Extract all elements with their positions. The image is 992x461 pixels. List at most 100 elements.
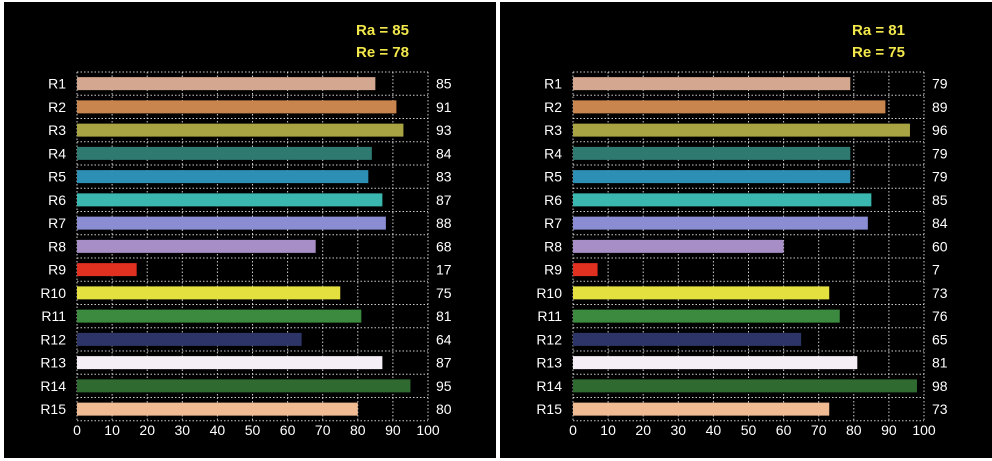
value-label: 17 — [436, 262, 452, 278]
bar-r12 — [77, 332, 302, 346]
bar-r15 — [77, 402, 358, 416]
bar-r4 — [573, 146, 851, 160]
value-label: 87 — [436, 355, 452, 371]
bar-r9 — [77, 263, 137, 277]
value-label: 85 — [436, 76, 452, 92]
value-label: 96 — [932, 122, 948, 138]
value-label: 87 — [436, 192, 452, 208]
bar-r3 — [77, 123, 404, 137]
category-label: R3 — [48, 122, 66, 138]
category-label: R7 — [48, 215, 66, 231]
ra-label: Ra = 85 — [356, 22, 409, 39]
category-label: R3 — [544, 122, 562, 138]
value-label: 83 — [436, 169, 452, 185]
bar-r11 — [573, 309, 840, 323]
category-label: R4 — [48, 145, 66, 161]
x-tick-label: 20 — [635, 422, 651, 438]
value-label: 79 — [932, 169, 948, 185]
bar-r8 — [77, 239, 316, 253]
value-label: 75 — [436, 285, 452, 301]
chart-panel-left: Ra = 85 Re = 78 R1 85 R2 91 R3 93 R4 84 R5 83 R6 87… — [4, 2, 496, 458]
category-label: R13 — [40, 355, 66, 371]
bar-r9 — [573, 263, 598, 277]
category-label: R5 — [48, 169, 66, 185]
category-label: R14 — [536, 378, 562, 394]
bar-r14 — [573, 379, 917, 393]
x-tick-label: 70 — [315, 422, 331, 438]
value-label: 60 — [932, 238, 948, 254]
x-tick-label: 0 — [73, 422, 81, 438]
bar-r2 — [573, 100, 886, 114]
category-label: R11 — [537, 308, 562, 324]
x-tick-label: 80 — [350, 422, 366, 438]
category-label: R13 — [536, 355, 562, 371]
category-label: R6 — [544, 192, 562, 208]
bar-r11 — [77, 309, 362, 323]
bar-r1 — [573, 77, 851, 91]
value-label: 73 — [932, 285, 948, 301]
value-label: 68 — [436, 238, 452, 254]
x-tick-label: 10 — [104, 422, 120, 438]
category-label: R9 — [48, 262, 66, 278]
ra-label: Ra = 81 — [852, 22, 905, 39]
bar-r15 — [573, 402, 830, 416]
bar-r8 — [573, 239, 784, 253]
value-label: 95 — [436, 378, 452, 394]
x-tick-label: 60 — [776, 422, 792, 438]
value-label: 98 — [932, 378, 948, 394]
bar-r6 — [77, 193, 383, 207]
category-label: R12 — [536, 331, 562, 347]
x-tick-label: 30 — [175, 422, 191, 438]
category-label: R8 — [544, 238, 562, 254]
category-label: R4 — [544, 145, 562, 161]
value-label: 93 — [436, 122, 452, 138]
value-label: 84 — [436, 145, 452, 161]
value-label: 85 — [932, 192, 948, 208]
value-label: 65 — [932, 331, 948, 347]
value-label: 80 — [436, 401, 452, 417]
x-tick-label: 20 — [139, 422, 155, 438]
x-tick-label: 50 — [741, 422, 757, 438]
x-tick-label: 50 — [245, 422, 261, 438]
category-label: R15 — [40, 401, 66, 417]
bar-r2 — [77, 100, 397, 114]
x-tick-label: 100 — [912, 422, 936, 438]
value-label: 91 — [436, 99, 452, 115]
x-tick-label: 90 — [385, 422, 401, 438]
bar-r3 — [573, 123, 910, 137]
chart-panel-right: Ra = 81 Re = 75 R1 79 R2 89 R3 96 R4 79 R5 79 R6 85… — [500, 2, 992, 458]
x-tick-label: 40 — [210, 422, 226, 438]
bar-r10 — [77, 286, 341, 300]
x-tick-label: 10 — [600, 422, 616, 438]
value-label: 79 — [932, 145, 948, 161]
bar-r4 — [77, 146, 372, 160]
x-tick-label: 90 — [881, 422, 897, 438]
bar-r5 — [573, 170, 851, 184]
bar-chart-left: R1 85 R2 91 R3 93 R4 84 R5 83 R6 87 R7 88 R8 68 R9 17 R10 7… — [40, 71, 452, 438]
bar-r6 — [573, 193, 872, 207]
x-tick-label: 60 — [280, 422, 296, 438]
bar-r13 — [573, 356, 858, 370]
value-label: 76 — [932, 308, 948, 324]
category-label: R1 — [544, 76, 562, 92]
x-tick-label: 30 — [671, 422, 687, 438]
category-label: R9 — [544, 262, 562, 278]
category-label: R11 — [41, 308, 66, 324]
value-label: 81 — [436, 308, 452, 324]
category-label: R8 — [48, 238, 66, 254]
bar-chart-right: R1 79 R2 89 R3 96 R4 79 R5 79 R6 85 R7 84 R8 60 R9 7 R10 73… — [536, 71, 948, 438]
category-label: R10 — [40, 285, 66, 301]
category-label: R1 — [48, 76, 66, 92]
x-tick-label: 80 — [846, 422, 862, 438]
category-label: R7 — [544, 215, 562, 231]
value-label: 64 — [436, 331, 452, 347]
re-label: Re = 75 — [852, 44, 905, 61]
re-label: Re = 78 — [356, 44, 409, 61]
bar-r1 — [77, 77, 376, 91]
value-label: 73 — [932, 401, 948, 417]
value-label: 84 — [932, 215, 948, 231]
x-tick-label: 70 — [811, 422, 827, 438]
value-label: 88 — [436, 215, 452, 231]
category-label: R10 — [536, 285, 562, 301]
bar-r5 — [77, 170, 369, 184]
